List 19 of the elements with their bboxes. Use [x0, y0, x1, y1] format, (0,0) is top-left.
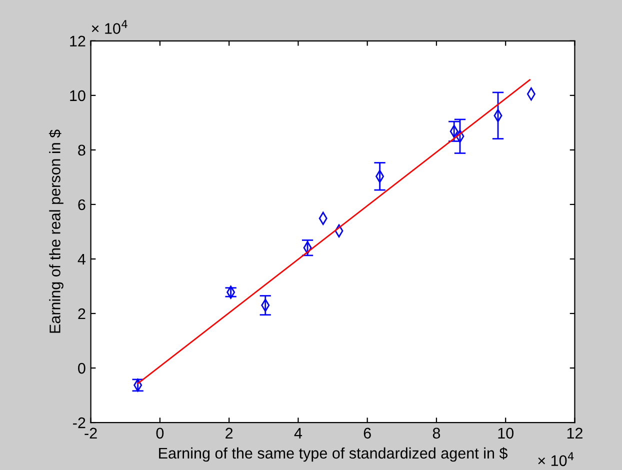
x-tick-label: 8: [432, 428, 440, 439]
y-tick-label: 8: [78, 144, 86, 156]
y-tick-label: 4: [78, 254, 86, 265]
y-tick-label: 6: [78, 199, 86, 210]
text: × 10$^{4}$: [538, 452, 574, 466]
y-tick-label: 10: [70, 90, 86, 102]
text: × 10$^{4}$: [92, 20, 128, 34]
y-tick-label: -2: [73, 417, 86, 428]
y-tick-label: 12: [70, 36, 86, 46]
y-axis-title: Earning of the real person in $: [48, 130, 64, 333]
x-tick-label: 12: [567, 428, 582, 438]
y-tick-label: 2: [78, 308, 86, 320]
x-tick-label: 4: [294, 428, 302, 438]
x-tick-label: 10: [498, 428, 514, 439]
x-axis-title: Earning of the same type of standardized agent in $: [159, 447, 508, 462]
x-tick-label: 0: [156, 428, 164, 439]
x-tick-label: 2: [226, 428, 233, 438]
x-tick-label: 6: [364, 428, 371, 439]
y-tick-label: 0: [78, 362, 86, 374]
